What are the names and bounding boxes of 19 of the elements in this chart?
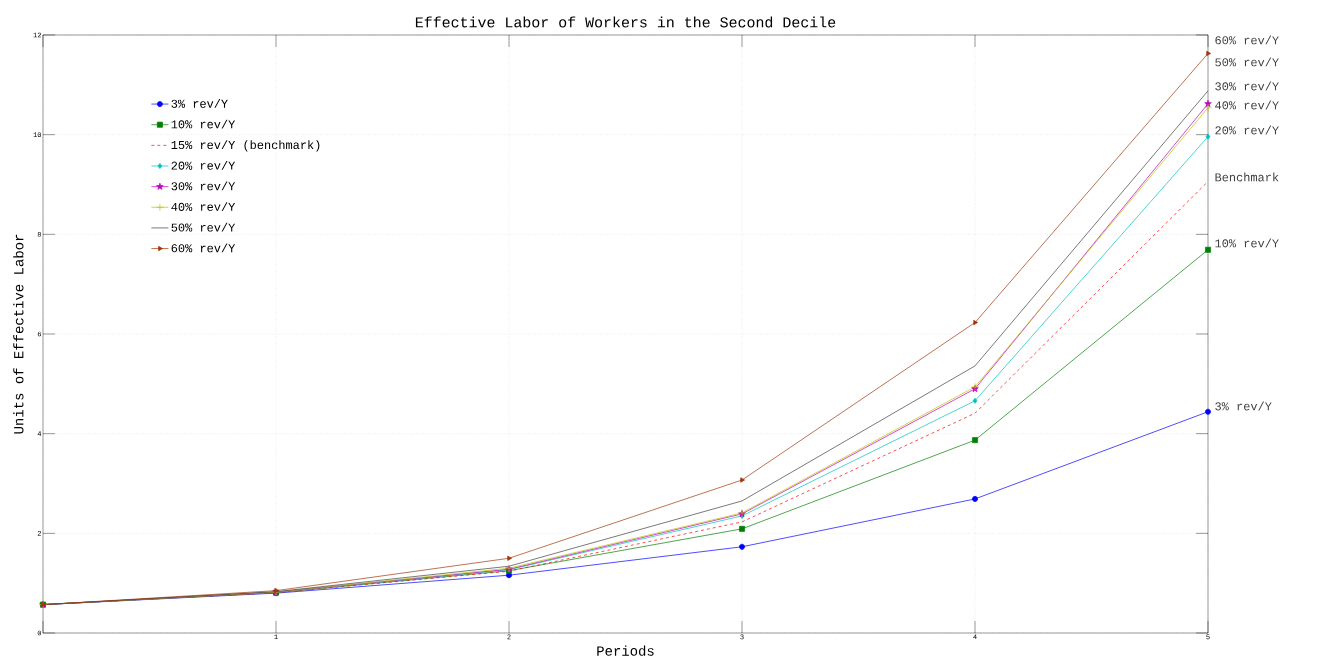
legend-label: 20% rev/Y	[171, 160, 236, 170]
text: Benchmark	[1215, 172, 1279, 182]
legend-label: 30% rev/Y	[171, 181, 236, 191]
text: 50% rev/Y	[1215, 57, 1279, 67]
text: 3% rev/Y	[1215, 401, 1272, 411]
chart-title: Effective Labor of Workers in the Second Decile	[415, 16, 836, 28]
y-axis-title: Units of Effective Labor	[13, 234, 24, 434]
text: 40% rev/Y	[1215, 100, 1279, 110]
text: 20% rev/Y	[1215, 125, 1279, 135]
text: 10% rev/Y	[1215, 238, 1279, 248]
text: 30% rev/Y	[1215, 81, 1279, 91]
text: 60% rev/Y	[1215, 35, 1279, 45]
legend-label: 3% rev/Y	[171, 98, 228, 108]
legend-label: 60% rev/Y	[171, 243, 236, 253]
legend-label: 40% rev/Y	[171, 202, 236, 211]
x-axis-title: Periods	[597, 645, 654, 656]
legend-label: 50% rev/Y	[171, 222, 236, 232]
legend-label: 15% rev/Y (benchmark)	[171, 140, 320, 152]
legend-label: 10% rev/Y	[171, 119, 236, 129]
